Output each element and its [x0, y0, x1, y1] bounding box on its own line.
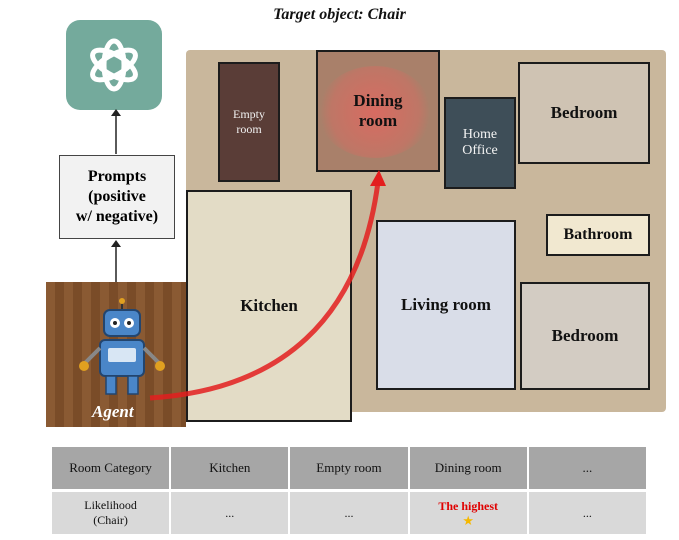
- highest-text: The highest: [438, 499, 498, 513]
- room-bedroom-top: Bedroom: [518, 62, 650, 164]
- arrow-up-icon: [111, 109, 121, 154]
- header-kitchen: Kitchen: [171, 447, 289, 489]
- empty-room-line-1: Empty: [233, 107, 265, 121]
- home-office-line-2: Office: [462, 143, 498, 158]
- likelihood-label: Likelihood (Chair): [52, 492, 170, 534]
- table-header-row: Room Category Kitchen Empty room Dining …: [52, 447, 646, 489]
- room-bedroom-bottom: Bedroom: [520, 282, 650, 390]
- header-empty-room: Empty room: [290, 447, 408, 489]
- prompts-line-3: w/ negative): [75, 208, 159, 225]
- dining-room-line-2: room: [358, 111, 398, 130]
- prompts-line-1: Prompts: [87, 168, 147, 185]
- prompts-box: Prompts (positive w/ negative): [59, 155, 175, 239]
- header-room-category: Room Category: [52, 447, 170, 489]
- home-office-line-1: Home: [462, 127, 498, 142]
- target-object-title: Target object: Chair: [273, 6, 406, 23]
- bathroom-label: Bathroom: [563, 226, 633, 243]
- bedroom-top-label: Bedroom: [550, 103, 618, 122]
- room-empty-room: Empty room: [218, 62, 280, 182]
- target-highlight: [318, 66, 432, 158]
- kitchen-label: Kitchen: [240, 296, 298, 315]
- table-row: Likelihood (Chair) ... ... The highest ★…: [52, 492, 646, 534]
- openai-logo-icon: [66, 20, 162, 110]
- header-more: ...: [528, 447, 646, 489]
- dining-room-line-1: Dining: [353, 91, 403, 110]
- room-kitchen: Kitchen: [186, 190, 352, 422]
- prompts-line-2: (positive: [88, 188, 146, 205]
- likelihood-label-line-1: Likelihood: [84, 498, 137, 512]
- star-icon: ★: [462, 513, 474, 528]
- room-bathroom: Bathroom: [546, 214, 650, 256]
- room-living-room: Living room: [376, 220, 516, 390]
- cell-empty-room: ...: [290, 492, 408, 534]
- cell-more: ...: [528, 492, 646, 534]
- agent-label: Agent: [92, 402, 134, 421]
- floor-plan: Empty room Dining room Home Office Bedroom …: [186, 50, 666, 422]
- header-dining-room: Dining room: [409, 447, 527, 489]
- robot-agent-icon: [79, 298, 165, 395]
- empty-room-line-2: room: [236, 122, 262, 136]
- arrow-up-icon: [111, 240, 121, 282]
- bedroom-bottom-label: Bedroom: [551, 326, 619, 345]
- cell-kitchen: ...: [171, 492, 289, 534]
- likelihood-table: Room Category Kitchen Empty room Dining …: [50, 444, 648, 537]
- living-room-label: Living room: [401, 295, 491, 314]
- room-dining-room: Dining room: [316, 50, 440, 172]
- room-home-office: Home Office: [444, 97, 516, 189]
- cell-dining-room: The highest ★: [409, 492, 527, 534]
- likelihood-label-line-2: (Chair): [93, 513, 128, 527]
